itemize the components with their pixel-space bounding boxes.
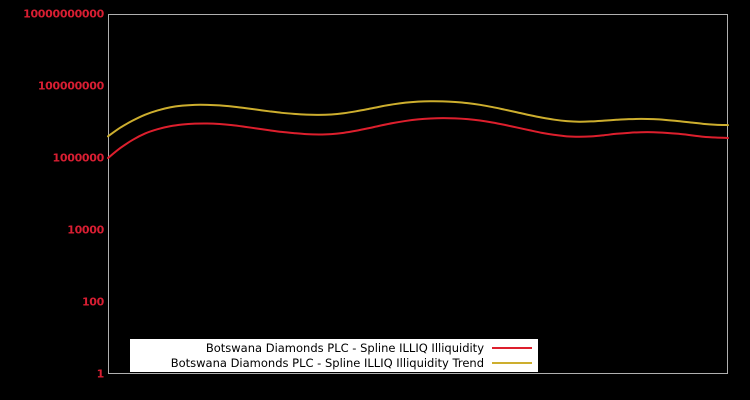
legend-label-illiquidity: Botswana Diamonds PLC - Spline ILLIQ Ill… — [205, 341, 484, 355]
legend-line-trend — [492, 362, 532, 364]
plot-area — [108, 14, 728, 374]
legend-label-trend: Botswana Diamonds PLC - Spline ILLIQ Ill… — [170, 356, 484, 370]
legend-entry-trend[interactable]: Botswana Diamonds PLC - Spline ILLIQ Ill… — [130, 355, 538, 371]
y-axis-tick-label: 1 — [96, 367, 105, 381]
legend-entry-illiquidity[interactable]: Botswana Diamonds PLC - Spline ILLIQ Ill… — [130, 340, 538, 356]
y-axis-tick-label: 1000000 — [52, 151, 105, 165]
legend-swatch-trend — [492, 355, 532, 371]
y-axis-tick-labels: 10000000000 100000000 1000000 10000 100 1 — [0, 0, 104, 400]
legend-line-illiquidity — [492, 347, 532, 349]
y-axis-tick-label: 100000000 — [37, 79, 104, 93]
y-axis-tick-label: 10000000000 — [23, 7, 104, 21]
legend-swatch-illiquidity — [492, 340, 532, 356]
y-axis-tick-label: 100 — [81, 295, 104, 309]
chart-legend: Botswana Diamonds PLC - Spline ILLIQ Ill… — [130, 339, 538, 372]
y-axis-tick-label: 10000 — [67, 223, 104, 237]
